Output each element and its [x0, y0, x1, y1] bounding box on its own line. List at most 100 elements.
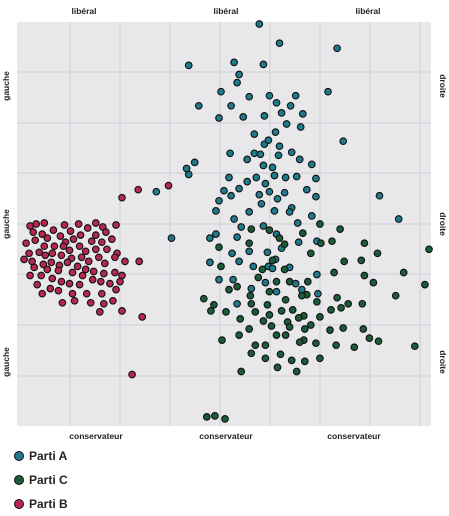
point-parti-a — [230, 215, 238, 223]
point-parti-b — [47, 258, 56, 267]
point-parti-c — [265, 226, 274, 234]
point-parti-b — [46, 284, 55, 293]
point-parti-c — [265, 311, 274, 319]
point-parti-a — [260, 112, 269, 120]
point-parti-a — [293, 219, 302, 227]
point-parti-a — [265, 187, 274, 196]
point-parti-b — [48, 274, 57, 283]
point-parti-c — [261, 341, 270, 350]
point-parti-c — [261, 354, 270, 363]
point-parti-b — [65, 279, 74, 288]
point-parti-c — [280, 265, 289, 274]
point-parti-a — [212, 230, 220, 238]
point-parti-a — [375, 191, 384, 200]
point-parti-a — [263, 248, 272, 257]
point-parti-c — [298, 229, 307, 237]
point-parti-c — [303, 277, 312, 286]
point-parti-c — [276, 350, 285, 359]
bottom-label-1: conservateur — [69, 431, 123, 441]
point-parti-a — [250, 149, 259, 158]
point-parti-a — [272, 98, 281, 107]
point-parti-c — [265, 287, 274, 296]
point-parti-b — [91, 219, 100, 227]
point-parti-a — [312, 192, 320, 201]
point-parti-b — [109, 296, 117, 305]
point-parti-c — [258, 265, 267, 274]
point-parti-a — [285, 208, 294, 216]
point-parti-c — [300, 325, 309, 333]
point-parti-c — [222, 308, 230, 316]
point-parti-b — [96, 277, 105, 286]
point-parti-b — [112, 285, 120, 294]
point-parti-c — [207, 307, 215, 315]
point-parti-c — [328, 237, 336, 246]
point-parti-b — [118, 193, 126, 202]
point-parti-c — [251, 341, 260, 350]
legend-item-parti-a: Parti A — [14, 444, 68, 468]
point-parti-a — [245, 92, 254, 101]
point-parti-a — [274, 151, 283, 160]
point-parti-b — [84, 257, 93, 266]
point-parti-a — [215, 114, 223, 122]
point-parti-c — [365, 334, 374, 342]
point-parti-b — [57, 251, 66, 260]
left-label-3: gauche — [1, 347, 11, 377]
point-parti-c — [306, 249, 315, 258]
point-parti-c — [199, 294, 208, 303]
point-parti-b — [138, 313, 147, 321]
point-parti-b — [83, 224, 92, 232]
point-parti-b — [63, 258, 72, 267]
point-parti-c — [337, 303, 345, 312]
point-parti-c — [211, 412, 219, 420]
point-parti-c — [210, 300, 218, 309]
point-parti-a — [271, 128, 280, 136]
point-parti-a — [286, 101, 295, 110]
point-parti-c — [316, 313, 324, 321]
point-parti-b — [75, 280, 84, 289]
point-parti-c — [410, 342, 419, 351]
point-parti-c — [285, 277, 294, 286]
point-parti-a — [226, 149, 234, 158]
point-parti-b — [87, 237, 96, 246]
point-parti-b — [118, 307, 126, 315]
point-parti-b — [97, 238, 106, 247]
point-parti-c — [272, 277, 281, 286]
point-parti-a — [291, 91, 300, 100]
legend-marker-icon — [14, 451, 24, 461]
point-parti-a — [250, 130, 259, 138]
point-parti-b — [65, 246, 74, 255]
point-parti-c — [245, 325, 254, 333]
point-parti-c — [317, 239, 325, 248]
point-parti-a — [324, 87, 332, 96]
point-parti-b — [108, 235, 116, 243]
point-parti-b — [31, 236, 40, 245]
bottom-label-3: conservateur — [327, 431, 381, 441]
point-parti-b — [106, 279, 114, 288]
point-parti-c — [233, 282, 241, 291]
point-parti-a — [252, 173, 261, 182]
point-parti-a — [259, 60, 268, 69]
point-parti-a — [243, 177, 252, 186]
point-parti-b — [135, 257, 144, 266]
point-parti-c — [399, 268, 408, 277]
right-label-2: droite — [438, 212, 448, 236]
point-parti-b — [25, 249, 33, 258]
point-parti-b — [81, 265, 90, 274]
point-parti-c — [217, 262, 225, 271]
point-parti-c — [391, 291, 400, 300]
point-parti-a — [277, 109, 286, 117]
point-parti-b — [86, 298, 95, 307]
point-parti-c — [251, 308, 260, 316]
point-parti-a — [302, 185, 311, 194]
legend-label: Parti B — [29, 497, 68, 511]
point-parti-a — [287, 148, 296, 157]
point-parti-a — [206, 258, 214, 267]
point-parti-c — [280, 240, 289, 249]
point-parti-b — [32, 220, 41, 228]
point-parti-c — [259, 317, 268, 325]
point-parti-b — [54, 286, 63, 295]
point-parti-c — [225, 285, 233, 294]
point-parti-c — [277, 307, 286, 315]
legend-item-parti-b: Parti B — [14, 492, 68, 516]
